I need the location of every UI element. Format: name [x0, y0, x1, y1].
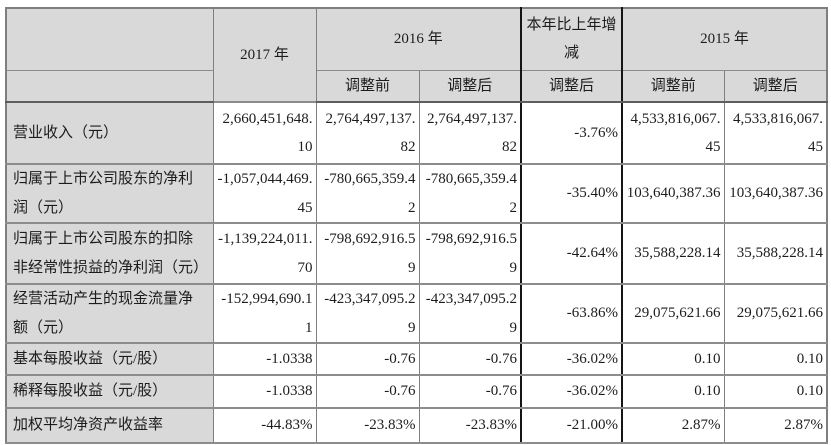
- table-row: 归属于上市公司股东的净利润（元） -1,057,044,469.45 -780,…: [5, 163, 828, 224]
- row-label: 稀释每股收益（元/股）: [5, 374, 214, 409]
- row-label: 归属于上市公司股东的扣除非经常性损益的净利润（元）: [5, 222, 214, 285]
- subheader-2016-after-adjust: 调整后: [418, 69, 522, 103]
- cell-2015-after: 0.10: [723, 342, 828, 376]
- cell-2016-after: -423,347,095.29: [418, 283, 522, 344]
- cell-2015-before: 35,588,228.14: [621, 222, 725, 285]
- cell-2015-after: 103,640,387.36: [723, 163, 828, 224]
- cell-2015-before: 4,533,816,067.45: [621, 101, 725, 165]
- cell-2015-after: 4,533,816,067.45: [723, 101, 828, 165]
- header-row-years: 2017 年 2016 年 本年比上年增减 2015 年: [5, 7, 828, 103]
- table-row: 基本每股收益（元/股） -1.0338 -0.76 -0.76 -36.02% …: [5, 342, 828, 376]
- cell-2016-before: -23.83%: [315, 407, 420, 444]
- table-row: 稀释每股收益（元/股） -1.0338 -0.76 -0.76 -36.02% …: [5, 374, 828, 409]
- header-2016: 2016 年: [315, 7, 522, 71]
- cell-yoy-after: -35.40%: [520, 163, 624, 224]
- table-row: 经营活动产生的现金流量净额（元） -152,994,690.11 -423,34…: [5, 283, 828, 344]
- header-row-adjust: 调整前 调整后 调整后 调整前 调整后: [5, 69, 828, 103]
- cell-2015-before: 0.10: [621, 374, 725, 409]
- subheader-2016-before-adjust: 调整前: [315, 69, 420, 103]
- cell-2016-before: -0.76: [315, 374, 420, 409]
- financial-summary-table: 2017 年 2016 年 本年比上年增减 2015 年 调整前 调整后 调整后…: [5, 7, 829, 444]
- cell-2017: -44.83%: [212, 407, 317, 444]
- cell-yoy-after: -42.64%: [520, 222, 624, 285]
- cell-2016-before: -0.76: [315, 342, 420, 376]
- cell-yoy-after: -21.00%: [520, 407, 624, 444]
- table-row: 加权平均净资产收益率 -44.83% -23.83% -23.83% -21.0…: [5, 407, 828, 444]
- cell-2016-after: -23.83%: [418, 407, 522, 444]
- cell-2016-after: -0.76: [418, 342, 522, 376]
- row-label: 归属于上市公司股东的净利润（元）: [5, 163, 214, 224]
- cell-2017: -1.0338: [212, 374, 317, 409]
- cell-yoy-after: -36.02%: [520, 342, 624, 376]
- row-label: 经营活动产生的现金流量净额（元）: [5, 283, 214, 344]
- cell-2017: -1,139,224,011.70: [212, 222, 317, 285]
- header-2017: 2017 年: [212, 7, 317, 103]
- cell-2016-before: -798,692,916.59: [315, 222, 420, 285]
- cell-2015-before: 2.87%: [621, 407, 725, 444]
- cell-2017: 2,660,451,648.10: [212, 101, 317, 165]
- row-label: 加权平均净资产收益率: [5, 407, 214, 444]
- cell-2015-after: 29,075,621.66: [723, 283, 828, 344]
- cell-2016-before: -423,347,095.29: [315, 283, 420, 344]
- table-row: 营业收入（元） 2,660,451,648.10 2,764,497,137.8…: [5, 101, 828, 165]
- cell-2015-after: 2.87%: [723, 407, 828, 444]
- cell-2016-after: -780,665,359.42: [418, 163, 522, 224]
- cell-2017: -1,057,044,469.45: [212, 163, 317, 224]
- header-yoy-change: 本年比上年增减: [520, 7, 624, 71]
- cell-2015-before: 29,075,621.66: [621, 283, 725, 344]
- cell-2015-after: 0.10: [723, 374, 828, 409]
- cell-yoy-after: -3.76%: [520, 101, 624, 165]
- cell-2016-after: -0.76: [418, 374, 522, 409]
- cell-2016-before: -780,665,359.42: [315, 163, 420, 224]
- row-label: 基本每股收益（元/股）: [5, 342, 214, 376]
- cell-2016-after: 2,764,497,137.82: [418, 101, 522, 165]
- cell-2017: -152,994,690.11: [212, 283, 317, 344]
- corner-blank-top: [5, 7, 214, 71]
- corner-blank-bottom: [5, 69, 214, 103]
- subheader-2015-before-adjust: 调整前: [621, 69, 725, 103]
- cell-2016-before: 2,764,497,137.82: [315, 101, 420, 165]
- subheader-2015-after-adjust: 调整后: [723, 69, 828, 103]
- cell-2015-before: 103,640,387.36: [621, 163, 725, 224]
- cell-2016-after: -798,692,916.59: [418, 222, 522, 285]
- cell-yoy-after: -36.02%: [520, 374, 624, 409]
- subheader-yoy-after-adjust: 调整后: [520, 69, 624, 103]
- header-2015: 2015 年: [621, 7, 828, 71]
- cell-2017: -1.0338: [212, 342, 317, 376]
- cell-yoy-after: -63.86%: [520, 283, 624, 344]
- table-row: 归属于上市公司股东的扣除非经常性损益的净利润（元） -1,139,224,011…: [5, 222, 828, 285]
- cell-2015-before: 0.10: [621, 342, 725, 376]
- cell-2015-after: 35,588,228.14: [723, 222, 828, 285]
- row-label: 营业收入（元）: [5, 101, 214, 165]
